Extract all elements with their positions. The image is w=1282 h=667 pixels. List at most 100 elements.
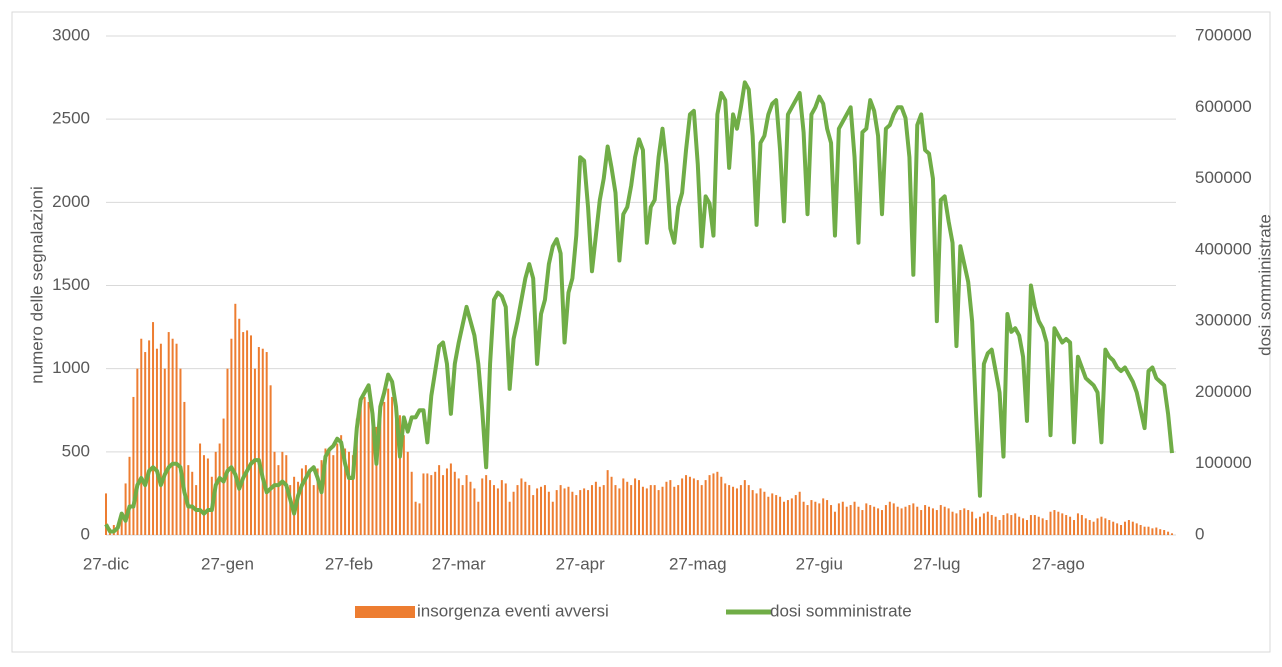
bar — [1100, 516, 1103, 535]
bar — [896, 506, 899, 535]
bar — [739, 485, 742, 535]
bar — [908, 505, 911, 535]
bar — [716, 471, 719, 535]
x-tick-label: 27-lug — [913, 554, 960, 573]
bar — [242, 332, 245, 535]
bar — [685, 475, 688, 535]
bar — [575, 495, 578, 535]
bar — [379, 415, 382, 535]
bar — [743, 480, 746, 535]
bar — [1018, 516, 1021, 535]
bar — [124, 483, 127, 535]
bar — [355, 418, 358, 535]
bar — [700, 485, 703, 535]
bar — [371, 418, 374, 535]
bar — [422, 473, 425, 535]
bar — [669, 480, 672, 535]
bar — [869, 505, 872, 535]
bar — [967, 510, 970, 535]
bar — [1120, 525, 1123, 535]
bar — [912, 503, 915, 535]
bar — [747, 485, 750, 535]
bar — [516, 485, 519, 535]
bar — [132, 396, 135, 535]
legend-swatch — [355, 606, 415, 618]
bar — [438, 465, 441, 535]
bar — [140, 338, 143, 535]
y2-tick-label: 600000 — [1195, 97, 1252, 116]
bar — [359, 405, 362, 535]
bar — [504, 483, 507, 535]
bar — [802, 501, 805, 535]
bar — [1014, 513, 1017, 535]
bar — [1116, 523, 1119, 535]
y2-tick-label: 200000 — [1195, 382, 1252, 401]
bar — [1167, 531, 1170, 535]
bar — [1006, 513, 1009, 535]
y2-tick-label: 500000 — [1195, 168, 1252, 187]
bar — [136, 368, 139, 535]
bar — [783, 501, 786, 535]
bar — [453, 471, 456, 535]
bar — [312, 485, 315, 535]
bar — [865, 503, 868, 535]
bar — [1010, 515, 1013, 535]
y-tick-label: 0 — [81, 524, 90, 543]
legend-label: dosi somministrate — [770, 601, 912, 620]
bar — [947, 508, 950, 535]
bar — [602, 485, 605, 535]
bar — [696, 480, 699, 535]
bar — [175, 343, 178, 535]
bar — [324, 448, 327, 535]
bar — [790, 498, 793, 535]
bar — [410, 471, 413, 535]
bar — [822, 498, 825, 535]
bar — [590, 485, 593, 535]
bar — [485, 475, 488, 535]
bar — [712, 473, 715, 535]
bar — [336, 443, 339, 535]
bar — [606, 470, 609, 535]
y2-tick-label: 400000 — [1195, 239, 1252, 258]
bar — [775, 495, 778, 535]
bar — [383, 401, 386, 535]
bar — [971, 511, 974, 535]
bar — [720, 476, 723, 535]
bar — [626, 481, 629, 535]
bar — [688, 476, 691, 535]
bar — [641, 486, 644, 535]
bar — [677, 485, 680, 535]
bar — [559, 485, 562, 535]
x-tick-label: 27-mar — [432, 554, 486, 573]
bar — [555, 490, 558, 535]
bar — [528, 485, 531, 535]
bar — [1022, 518, 1025, 535]
bar — [191, 471, 194, 535]
bar — [598, 486, 601, 535]
bar — [1002, 515, 1005, 535]
bar — [920, 510, 923, 535]
bar — [610, 476, 613, 535]
bar — [489, 480, 492, 535]
y-tick-label: 2500 — [52, 109, 90, 128]
bar — [1073, 520, 1076, 535]
bar — [943, 506, 946, 535]
bar — [457, 478, 460, 535]
bar — [344, 448, 347, 535]
bar — [567, 486, 570, 535]
bar — [982, 513, 985, 535]
bar — [583, 488, 586, 535]
bar — [818, 503, 821, 535]
bar — [692, 478, 695, 535]
bar — [273, 451, 276, 535]
y-tick-label: 1000 — [52, 358, 90, 377]
bar — [1163, 530, 1166, 535]
bar — [563, 488, 566, 535]
bar — [1131, 521, 1134, 535]
bar — [861, 510, 864, 535]
bar — [833, 511, 836, 535]
y-tick-label: 3000 — [52, 25, 90, 44]
bar — [963, 508, 966, 535]
x-tick-label: 27-dic — [83, 554, 130, 573]
